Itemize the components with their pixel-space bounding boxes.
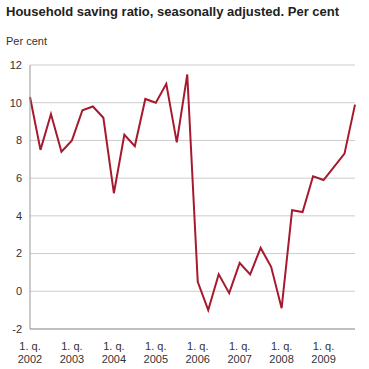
svg-text:6: 6	[16, 172, 22, 184]
svg-text:1. q.2008: 1. q.2008	[269, 340, 293, 365]
svg-text:-2: -2	[12, 323, 22, 335]
svg-text:8: 8	[16, 134, 22, 146]
svg-text:1. q.2004: 1. q.2004	[102, 340, 126, 365]
svg-text:0: 0	[16, 285, 22, 297]
html-text:Household saving ratio, season: Household saving ratio, seasonally adjus…	[6, 4, 339, 19]
html-text:Per cent: Per cent	[6, 35, 47, 47]
svg-text:4: 4	[16, 210, 22, 222]
svg-text:1. q.2002: 1. q.2002	[18, 340, 42, 365]
svg-text:10: 10	[10, 97, 22, 109]
svg-text:12: 12	[10, 59, 22, 71]
svg-text:1. q.2007: 1. q.2007	[227, 340, 251, 365]
svg-text:1. q.2009: 1. q.2009	[311, 340, 335, 365]
svg-text:1. q.2006: 1. q.2006	[185, 340, 209, 365]
svg-text:1. q.2005: 1. q.2005	[144, 340, 168, 365]
svg-text:2: 2	[16, 247, 22, 259]
svg-text:1. q.2003: 1. q.2003	[60, 340, 84, 365]
